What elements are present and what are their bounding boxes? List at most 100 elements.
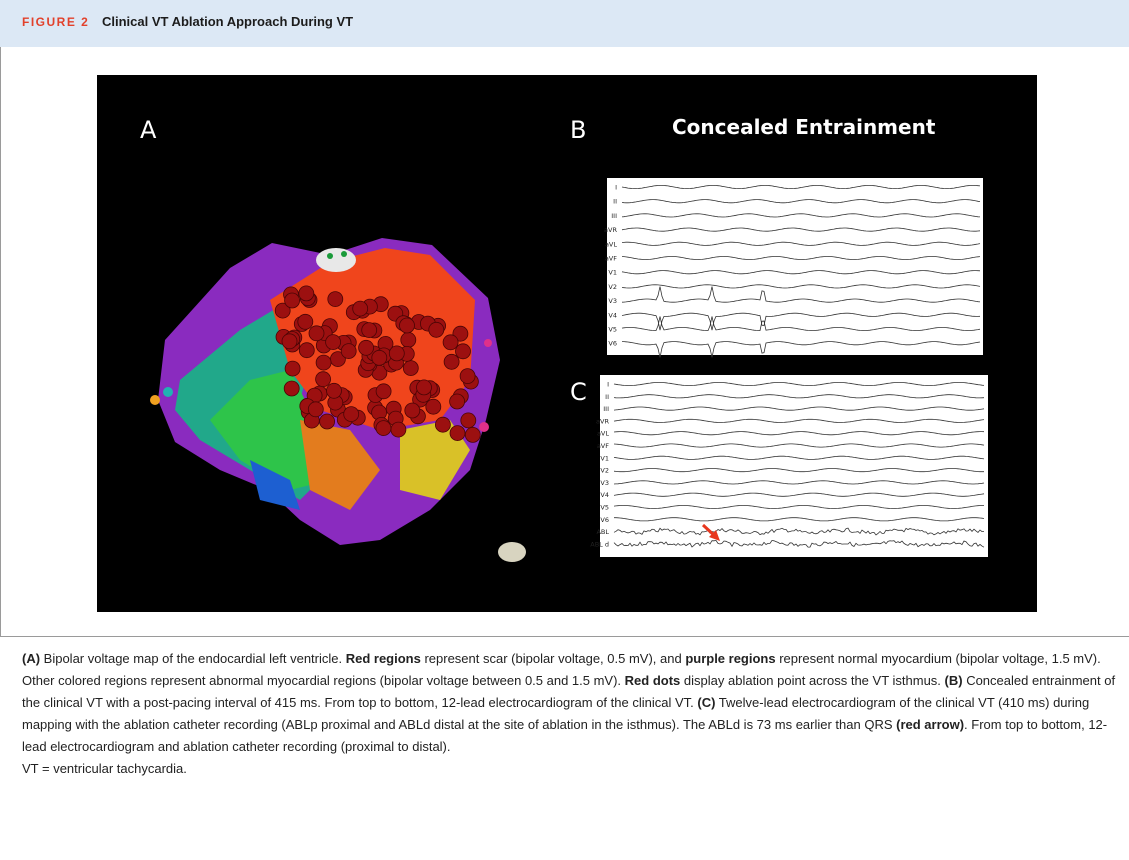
ablation-dots [274,285,481,443]
caption-text: (B) [944,673,963,688]
ablation-dot [358,339,375,356]
caption-text: Twelve-lead electrocardiogram of the cli… [22,695,1090,732]
ablation-dot [375,383,392,400]
map-green [210,370,330,490]
lead-label: ABL [596,528,609,536]
ecg-panel-c [600,375,988,557]
lead-label: V6 [608,340,617,348]
marker [479,422,489,432]
ecg-trace [613,492,985,497]
orientation-icon [498,542,526,562]
ablation-dot [416,379,432,396]
lead-label: V1 [600,454,609,462]
red-arrow-head [709,530,720,541]
ecg-trace [621,286,981,303]
ablation-dot [434,416,451,433]
lead-label: aVR [604,226,617,234]
ecg-trace [613,431,985,436]
ablation-dot [307,401,324,418]
caption-text: Red dots [624,673,681,688]
lead-label: V4 [608,311,617,319]
figure-header: FIGURE 2 Clinical VT Ablation Approach D… [0,0,1129,47]
lead-label: aVR [596,417,609,425]
ecg-trace [613,527,985,536]
caption-text: purple regions [685,651,776,666]
caption-text: . From top to bottom, 12-lead electrocar… [22,717,1108,754]
lead-label: aVL [597,430,609,438]
ablation-dot [283,380,300,397]
figure-label: FIGURE 2 [22,15,90,29]
ecg-trace [613,468,984,473]
caption-text: (A) [22,651,41,666]
ecg-trace [613,539,985,548]
marker [341,251,347,257]
panel-title: Concealed Entrainment [672,115,936,139]
lead-label: II [605,393,609,401]
ecg-trace [613,480,985,485]
catheter-tip [316,248,356,272]
lead-label: V3 [600,479,609,487]
map-orange [300,420,380,510]
caption-text: represent scar (bipolar voltage, 0.5 mV)… [420,651,686,666]
ablation-dot [308,325,325,342]
ecg-panel-b [607,178,983,355]
lead-label: V2 [600,467,609,475]
ablation-dot [284,292,301,309]
lead-label: II [613,198,617,206]
ablation-dot [402,360,419,377]
ecg-trace [613,418,985,423]
lead-label: V5 [600,504,609,512]
lead-label: III [603,405,609,413]
caption-text: (red arrow) [896,717,965,732]
caption-text: represent normal myocardium (bipolar vol… [22,651,1101,688]
lead-label: I [607,381,609,389]
ablation-dot [274,302,291,319]
marker [163,387,173,397]
ecg-trace [621,316,981,332]
panel-label: B [570,116,586,144]
ablation-dot [464,426,481,443]
ablation-dot [340,343,357,360]
caption-note: VT = ventricular tachycardia. [22,761,187,776]
lead-label: V4 [600,491,609,499]
map-yellow [400,420,470,500]
lead-label: aVF [597,442,609,450]
lead-label: V2 [608,283,617,291]
ecg-trace [621,284,981,289]
ablation-dot [399,317,415,334]
ecg-trace [613,406,985,411]
ecg-trace [621,312,981,331]
ecg-trace [621,185,981,189]
caption-text: display ablation point across the VT ist… [680,673,945,688]
ablation-dot [404,402,421,419]
ablation-dot [327,291,344,308]
ablation-dot [315,354,332,371]
ablation-dot [319,413,336,430]
panel-label: A [140,116,157,144]
lead-label: aVL [605,240,617,248]
ablation-dot [442,334,459,351]
ablation-dot [371,349,388,366]
ablation-dot [400,331,417,348]
ablation-dot [425,398,442,415]
divider [0,636,1129,637]
lead-label: V6 [600,516,609,524]
caption-text: (C) [697,695,716,710]
ecg-trace [621,227,981,232]
ablation-dot [361,322,378,339]
ablation-dot [352,300,369,317]
ablation-dot [325,334,342,351]
figure-image: A B Concealed Entrainment C IIIIIIaVRaVL… [97,75,1037,612]
voltage-map [150,238,526,562]
ablation-dot [297,313,314,330]
ecg-trace [613,505,984,509]
border [0,47,1,637]
marker [327,253,333,259]
ablation-dot [298,342,315,359]
lead-label: V5 [608,326,617,334]
ablation-dot [298,285,315,302]
ecg-trace [613,455,985,460]
